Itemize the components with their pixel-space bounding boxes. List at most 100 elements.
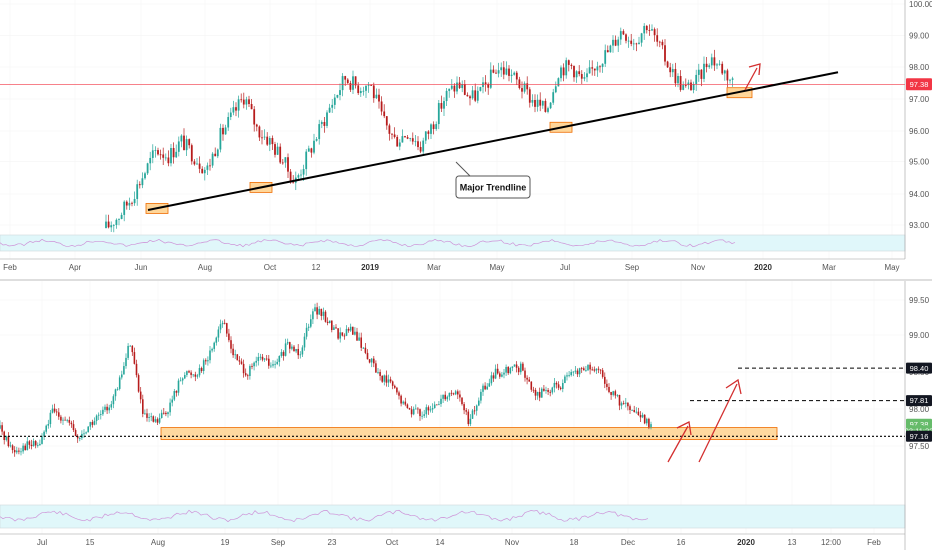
bottom-candle-body (177, 380, 180, 393)
bottom-candle-body (433, 404, 436, 409)
bottom-candle-body (211, 348, 213, 351)
top-candle-body (404, 136, 406, 138)
projection-arrow-1 (667, 425, 689, 463)
top-candle-body (370, 85, 373, 86)
top-candle-body (656, 35, 659, 42)
top-candle-body (539, 99, 542, 106)
bottom-x-tick-label: Sep (271, 538, 286, 547)
top-candle-body (565, 60, 568, 76)
bottom-candle-body (467, 411, 470, 425)
bottom-x-tick-label: 2020 (737, 538, 755, 547)
top-candle-body (193, 161, 196, 165)
top-candle-body (201, 168, 204, 174)
bottom-candle-body (347, 328, 350, 331)
top-candle-body (474, 90, 477, 101)
bottom-candle-body (91, 422, 94, 425)
top-candle-body (448, 88, 451, 91)
bottom-candle-body (194, 374, 197, 377)
bottom-candle-body (5, 436, 8, 440)
top-candle-body (526, 83, 529, 90)
bottom-candle-body (335, 327, 337, 329)
bottom-candle-body (496, 368, 499, 374)
bottom-candle-body (202, 360, 205, 371)
top-y-tick-label: 93.00 (909, 221, 930, 230)
bottom-candle-body (270, 365, 272, 367)
top-panel[interactable]: Major Trendline 100.00 99.00 98.00 97.00 96.… (0, 0, 932, 272)
top-candle-body (263, 136, 266, 138)
bottom-candle-body (461, 397, 463, 405)
top-candle-body (469, 96, 471, 99)
top-candle-body (128, 202, 131, 206)
bottom-candle-body (186, 371, 188, 376)
bottom-candle-body (620, 403, 623, 406)
top-candle-body (229, 112, 232, 118)
top-candle-body (372, 85, 375, 99)
bottom-candle-body (637, 411, 640, 416)
bottom-candle-body (95, 415, 98, 421)
bottom-candle-body (522, 363, 524, 371)
bottom-candle-body (484, 385, 486, 390)
top-candle-body (307, 148, 310, 152)
bottom-candle-body (209, 350, 211, 361)
top-candle-body (164, 157, 167, 159)
bottom-candle-body (643, 414, 646, 424)
top-candle-body (398, 142, 401, 147)
top-candle-body (437, 103, 440, 125)
bottom-candle-body (230, 340, 232, 349)
bottom-candle-body (526, 377, 528, 380)
top-y-tick-label: 95.00 (909, 158, 930, 167)
top-candle-body (687, 82, 690, 86)
bottom-candle-body (85, 432, 87, 434)
top-candle-body (466, 94, 469, 97)
bottom-candle-body (324, 311, 327, 322)
top-candle-body (315, 139, 318, 141)
bottom-candle-body (341, 332, 344, 336)
bottom-candle-body (213, 342, 215, 349)
top-candle-body (489, 69, 492, 88)
top-candle-body (417, 141, 419, 148)
top-candle-body (292, 182, 295, 184)
bottom-candle-body (154, 419, 157, 422)
bottom-candle-body (387, 379, 390, 383)
top-candle-body (606, 50, 609, 53)
top-candle-body (614, 39, 617, 46)
top-candle-body (138, 184, 141, 186)
price-badge: 98.40 (906, 362, 932, 374)
bottom-candle-body (517, 367, 520, 373)
top-candle-body (336, 94, 339, 98)
bottom-candle-body (394, 385, 396, 388)
top-candle-body (235, 107, 237, 111)
bottom-y-tick-label: 99.00 (909, 331, 930, 340)
bottom-candle-body (448, 392, 451, 397)
top-candle-body (627, 40, 630, 42)
bottom-candle-body (490, 375, 493, 384)
top-candle-body (146, 163, 149, 174)
bottom-candle-body (272, 364, 274, 366)
bottom-candle-body (181, 378, 184, 381)
top-candle-body (718, 63, 721, 65)
bottom-candle-body (557, 384, 560, 388)
bottom-candle-body (131, 345, 134, 353)
bottom-candle-body (89, 422, 92, 427)
bottom-candle-body (601, 370, 604, 377)
top-candle-body (523, 83, 526, 92)
top-candle-body (484, 82, 487, 85)
bottom-candle-body (240, 361, 243, 364)
top-candle-body (118, 219, 120, 220)
bottom-candle-body (242, 363, 245, 374)
bottom-candle-body (167, 412, 169, 415)
bottom-candle-body (505, 366, 507, 373)
bottom-candle-body (530, 381, 533, 390)
top-candle-body (414, 141, 417, 143)
major-trendline (147, 71, 839, 211)
top-candle-body (684, 85, 687, 86)
bottom-candle-body (421, 415, 423, 417)
bottom-candle-body (125, 357, 127, 367)
top-candle-body (141, 178, 144, 186)
bottom-candle-body (118, 377, 121, 389)
bottom-candle-body (576, 370, 579, 375)
bottom-candle-body (503, 372, 505, 375)
